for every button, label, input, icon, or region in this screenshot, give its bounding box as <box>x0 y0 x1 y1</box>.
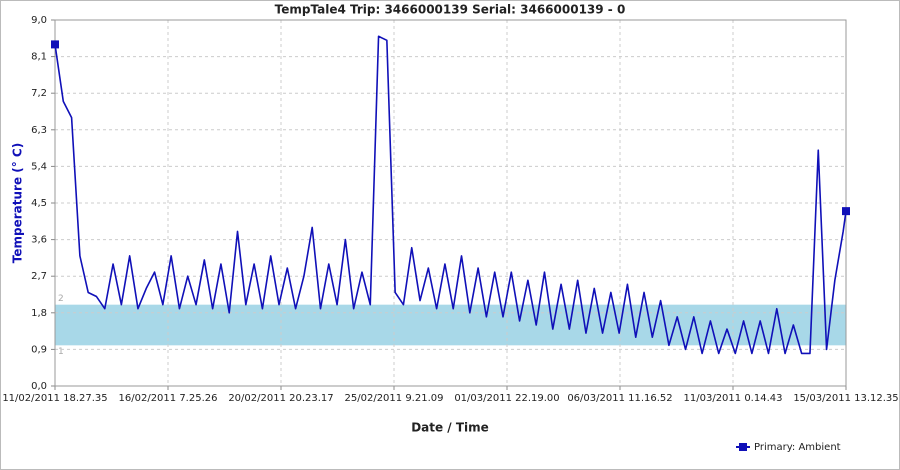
x-axis-label: Date / Time <box>411 421 489 435</box>
legend-marker <box>739 443 747 451</box>
x-tick-label: 16/02/2011 7.25.26 <box>119 393 218 404</box>
band-label: 2 <box>58 294 64 304</box>
y-tick-label: 6,3 <box>31 125 47 136</box>
y-tick-label: 1,8 <box>31 308 47 319</box>
y-tick-label: 0,9 <box>31 344 47 355</box>
range-band <box>55 304 846 346</box>
y-tick-label: 2,7 <box>31 271 47 282</box>
y-axis-label: Temperature (° C) <box>11 143 25 263</box>
x-tick-label: 01/03/2011 22.19.00 <box>454 393 559 404</box>
y-tick-label: 0,0 <box>31 381 47 392</box>
x-tick-label: 11/03/2011 0.14.43 <box>684 393 783 404</box>
data-marker <box>51 40 59 49</box>
x-tick-label: 11/02/2011 18.27.35 <box>2 393 107 404</box>
data-line <box>54 35 847 355</box>
x-tick-label: 06/03/2011 11.16.52 <box>567 393 672 404</box>
y-tick-label: 7,2 <box>31 88 47 99</box>
x-tick-label: 20/02/2011 20.23.17 <box>228 393 333 404</box>
data-marker <box>842 207 850 216</box>
legend-label: Primary: Ambient <box>754 442 841 453</box>
y-tick-label: 9,0 <box>31 15 47 26</box>
chart-title: TempTale4 Trip: 3466000139 Serial: 34660… <box>275 3 626 17</box>
x-tick-label: 15/03/2011 13.12.35 <box>793 393 898 404</box>
band-label: 1 <box>58 347 64 357</box>
y-tick-label: 4,5 <box>31 198 47 209</box>
plot-border <box>54 19 847 387</box>
y-tick-label: 5,4 <box>31 161 47 172</box>
x-tick-label: 25/02/2011 9.21.09 <box>345 393 444 404</box>
y-tick-label: 8,1 <box>31 52 47 63</box>
y-tick-label: 3,6 <box>31 235 47 246</box>
